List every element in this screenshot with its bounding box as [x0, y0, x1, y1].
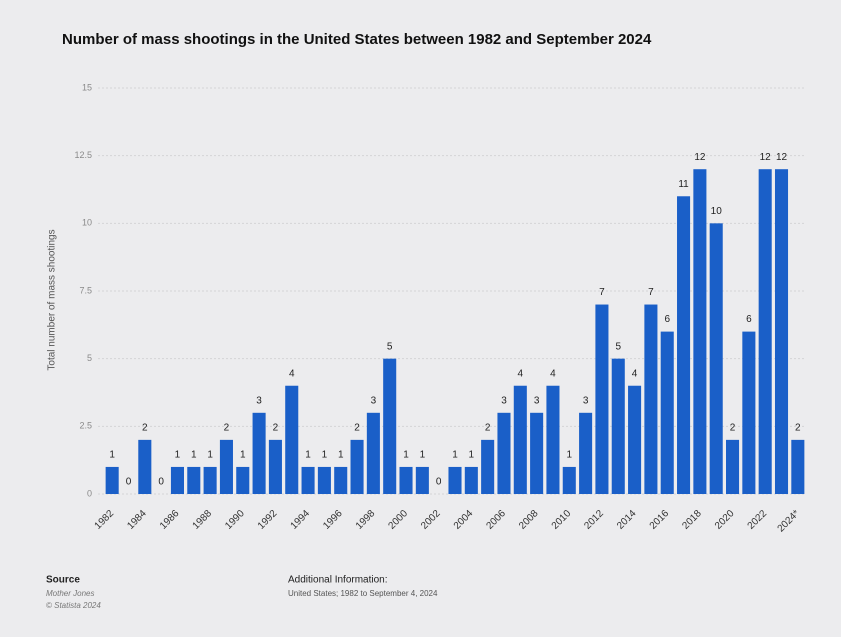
data-label: 1: [191, 450, 197, 461]
bar: [138, 439, 152, 494]
data-label: 1: [240, 450, 246, 461]
bar: [301, 466, 315, 494]
data-label: 2: [485, 423, 491, 434]
data-label: 1: [207, 450, 213, 461]
data-label: 0: [436, 477, 442, 488]
bar: [383, 358, 397, 494]
data-label: 12: [776, 152, 788, 163]
bar: [219, 439, 233, 494]
bar: [579, 412, 593, 494]
bar: [758, 169, 772, 494]
bar: [334, 466, 348, 494]
y-tick-label: 10: [82, 218, 92, 228]
bar: [203, 466, 217, 494]
data-label: 12: [760, 152, 772, 163]
data-label: 7: [648, 287, 654, 298]
bar: [677, 196, 691, 494]
data-label: 3: [371, 395, 377, 406]
bar: [546, 385, 560, 494]
bar: [513, 385, 527, 494]
y-axis-label: Total number of mass shootings: [47, 229, 58, 370]
data-label: 6: [746, 314, 752, 325]
bar: [448, 466, 462, 494]
bar: [350, 439, 364, 494]
data-label: 1: [403, 450, 409, 461]
data-label: 2: [224, 423, 230, 434]
data-label: 1: [109, 450, 115, 461]
data-label: 2: [730, 423, 736, 434]
bar: [530, 412, 544, 494]
bar: [464, 466, 478, 494]
bar: [644, 304, 658, 494]
data-label: 1: [175, 450, 181, 461]
data-label: 3: [583, 395, 589, 406]
bar: [187, 466, 201, 494]
y-tick-label: 12.5: [74, 150, 92, 160]
bar: [660, 331, 674, 494]
bar: [170, 466, 184, 494]
bar: [236, 466, 250, 494]
data-label: 2: [273, 423, 279, 434]
bar: [595, 304, 609, 494]
bar: [742, 331, 756, 494]
data-label: 3: [534, 395, 540, 406]
data-label: 4: [289, 368, 295, 379]
source-line: © Statista 2024: [46, 601, 101, 610]
bar: [628, 385, 642, 494]
data-label: 1: [305, 450, 311, 461]
bar: [399, 466, 413, 494]
data-label: 6: [664, 314, 670, 325]
info-heading: Additional Information:: [288, 575, 388, 586]
bar: [317, 466, 331, 494]
y-tick-label: 5: [87, 353, 92, 363]
bar: [726, 439, 740, 494]
bar: [611, 358, 625, 494]
info-text: United States; 1982 to September 4, 2024: [288, 589, 438, 598]
data-label: 5: [387, 341, 393, 352]
data-label: 11: [678, 179, 689, 190]
y-tick-label: 15: [82, 82, 92, 92]
data-label: 2: [354, 423, 360, 434]
bar: [105, 466, 119, 494]
data-label: 1: [338, 450, 344, 461]
data-label: 1: [322, 450, 328, 461]
data-label: 1: [469, 450, 475, 461]
data-label: 3: [256, 395, 262, 406]
bar: [481, 439, 495, 494]
bar: [415, 466, 429, 494]
data-label: 2: [142, 423, 148, 434]
data-label: 3: [501, 395, 507, 406]
bar: [562, 466, 576, 494]
data-label: 0: [126, 477, 132, 488]
data-label: 4: [518, 368, 524, 379]
bar: [366, 412, 380, 494]
bar: [252, 412, 266, 494]
data-label: 4: [550, 368, 556, 379]
data-label: 0: [158, 477, 164, 488]
source-line: Mother Jones: [46, 589, 94, 598]
bar: [268, 439, 282, 494]
data-label: 7: [599, 287, 605, 298]
y-tick-label: 2.5: [79, 421, 92, 431]
y-tick-label: 7.5: [79, 285, 92, 295]
chart-title: Number of mass shootings in the United S…: [62, 31, 652, 48]
data-label: 10: [711, 206, 723, 217]
data-label: 4: [632, 368, 638, 379]
data-label: 1: [420, 450, 426, 461]
source-heading: Source: [46, 575, 80, 586]
bar: [774, 169, 789, 494]
bar: [693, 169, 707, 494]
data-label: 12: [694, 152, 706, 163]
bar: [791, 439, 805, 494]
bar: [709, 223, 723, 495]
data-label: 1: [452, 450, 458, 461]
bar: [285, 385, 299, 494]
data-label: 1: [566, 450, 572, 461]
y-tick-label: 0: [87, 488, 92, 498]
bar: [497, 412, 511, 494]
data-label: 5: [615, 341, 621, 352]
data-label: 2: [795, 423, 801, 434]
